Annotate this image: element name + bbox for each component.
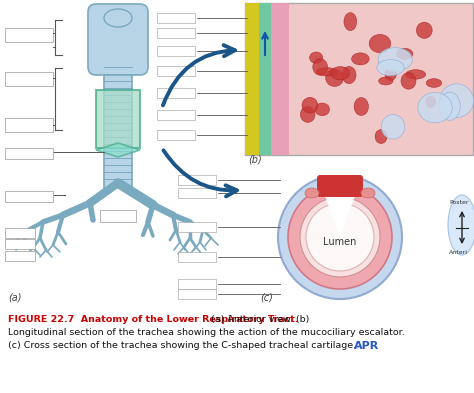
Text: (c): (c) — [260, 292, 273, 302]
Ellipse shape — [426, 96, 436, 107]
Ellipse shape — [448, 195, 474, 255]
FancyBboxPatch shape — [157, 88, 195, 98]
Ellipse shape — [354, 97, 368, 116]
FancyBboxPatch shape — [271, 3, 289, 155]
FancyBboxPatch shape — [5, 228, 35, 238]
FancyBboxPatch shape — [5, 239, 35, 249]
Polygon shape — [96, 143, 140, 157]
Ellipse shape — [377, 60, 404, 76]
Ellipse shape — [344, 13, 357, 31]
Ellipse shape — [418, 93, 452, 123]
Ellipse shape — [426, 79, 442, 87]
FancyBboxPatch shape — [5, 28, 53, 42]
Ellipse shape — [406, 70, 426, 79]
FancyBboxPatch shape — [245, 3, 473, 155]
Ellipse shape — [302, 97, 318, 113]
Ellipse shape — [326, 70, 344, 86]
Circle shape — [306, 203, 374, 271]
FancyBboxPatch shape — [178, 222, 216, 232]
Ellipse shape — [352, 53, 369, 65]
FancyBboxPatch shape — [5, 118, 53, 132]
Ellipse shape — [439, 92, 460, 120]
Wedge shape — [317, 170, 363, 237]
FancyBboxPatch shape — [157, 28, 195, 38]
Ellipse shape — [313, 59, 328, 75]
Circle shape — [300, 197, 380, 277]
FancyBboxPatch shape — [157, 13, 195, 23]
Text: FIGURE 22.7  Anatomy of the Lower Respiratory Tract.: FIGURE 22.7 Anatomy of the Lower Respira… — [8, 315, 299, 324]
Ellipse shape — [305, 188, 319, 198]
FancyBboxPatch shape — [178, 188, 216, 198]
FancyBboxPatch shape — [5, 251, 35, 261]
Ellipse shape — [316, 68, 337, 76]
FancyBboxPatch shape — [178, 279, 216, 289]
Text: (b): (b) — [248, 154, 262, 164]
Ellipse shape — [369, 34, 391, 53]
Ellipse shape — [385, 67, 396, 81]
Text: Longitudinal section of the trachea showing the action of the mucociliary escala: Longitudinal section of the trachea show… — [8, 328, 405, 337]
Ellipse shape — [310, 52, 323, 63]
Text: (c) Cross section of the trachea showing the C-shaped tracheal cartilage.: (c) Cross section of the trachea showing… — [8, 341, 356, 350]
FancyBboxPatch shape — [5, 72, 53, 86]
Ellipse shape — [439, 84, 474, 118]
FancyBboxPatch shape — [5, 148, 53, 159]
Ellipse shape — [375, 130, 387, 143]
FancyBboxPatch shape — [157, 46, 195, 56]
FancyBboxPatch shape — [317, 175, 363, 197]
FancyBboxPatch shape — [178, 252, 216, 262]
Ellipse shape — [342, 66, 356, 84]
FancyBboxPatch shape — [96, 90, 140, 148]
Text: Poster: Poster — [449, 200, 468, 204]
Text: (a) Anterior view. (b): (a) Anterior view. (b) — [208, 315, 310, 324]
Ellipse shape — [379, 77, 393, 85]
FancyBboxPatch shape — [245, 3, 259, 155]
FancyBboxPatch shape — [88, 4, 148, 75]
Circle shape — [288, 185, 392, 289]
FancyBboxPatch shape — [178, 175, 216, 185]
Circle shape — [278, 175, 402, 299]
FancyBboxPatch shape — [104, 63, 132, 188]
Ellipse shape — [331, 66, 349, 80]
Text: (a): (a) — [8, 292, 21, 302]
Ellipse shape — [315, 103, 329, 116]
FancyBboxPatch shape — [100, 210, 136, 222]
Ellipse shape — [381, 115, 405, 139]
FancyBboxPatch shape — [157, 110, 195, 120]
Ellipse shape — [401, 73, 416, 89]
FancyBboxPatch shape — [157, 130, 195, 140]
Ellipse shape — [301, 107, 315, 122]
Text: Lumen: Lumen — [323, 237, 357, 247]
FancyBboxPatch shape — [178, 289, 216, 299]
Ellipse shape — [378, 48, 412, 71]
Ellipse shape — [104, 9, 132, 27]
Ellipse shape — [416, 22, 432, 39]
Ellipse shape — [396, 48, 413, 59]
FancyBboxPatch shape — [157, 66, 195, 76]
Text: APR: APR — [354, 341, 379, 351]
FancyBboxPatch shape — [259, 3, 271, 155]
Text: Anteri: Anteri — [449, 250, 468, 255]
Ellipse shape — [361, 188, 375, 198]
FancyBboxPatch shape — [5, 191, 53, 202]
